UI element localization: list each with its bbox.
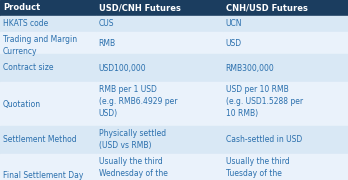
Text: USD/CNH Futures: USD/CNH Futures [99,3,181,12]
Text: Final Settlement Day: Final Settlement Day [3,170,84,179]
Bar [96,154,223,180]
Bar [0,54,96,82]
Bar [0,32,96,54]
Bar [223,32,348,54]
Bar [96,126,223,154]
Bar [0,16,96,32]
Text: USD: USD [226,39,242,48]
Bar [96,32,223,54]
Bar [223,54,348,82]
Text: HKATS code: HKATS code [3,19,48,28]
Text: RMB: RMB [99,39,116,48]
Bar [223,0,348,16]
Text: Contract size: Contract size [3,64,54,73]
Text: RMB per 1 USD
(e.g. RMB6.4929 per
USD): RMB per 1 USD (e.g. RMB6.4929 per USD) [99,85,177,118]
Text: Trading and Margin
Currency: Trading and Margin Currency [3,35,77,56]
Bar [96,16,223,32]
Bar [0,0,96,16]
Bar [96,0,223,16]
Text: UCN: UCN [226,19,242,28]
Text: Product: Product [3,3,40,12]
Text: Physically settled
(USD vs RMB): Physically settled (USD vs RMB) [99,129,166,150]
Text: Usually the third
Wednesday of the
contract month: Usually the third Wednesday of the contr… [99,157,168,180]
Text: RMB300,000: RMB300,000 [226,64,275,73]
Bar [96,82,223,126]
Bar [223,16,348,32]
Bar [0,154,96,180]
Text: Quotation: Quotation [3,100,41,109]
Bar [0,126,96,154]
Text: USD100,000: USD100,000 [99,64,146,73]
Text: CUS: CUS [99,19,114,28]
Bar [96,54,223,82]
Bar [0,82,96,126]
Text: Cash-settled in USD: Cash-settled in USD [226,136,302,145]
Text: Settlement Method: Settlement Method [3,136,77,145]
Bar [223,82,348,126]
Text: Usually the third
Tuesday of the
contract month: Usually the third Tuesday of the contrac… [226,157,290,180]
Text: USD per 10 RMB
(e.g. USD1.5288 per
10 RMB): USD per 10 RMB (e.g. USD1.5288 per 10 RM… [226,85,303,118]
Text: CNH/USD Futures: CNH/USD Futures [226,3,308,12]
Bar [223,126,348,154]
Bar [223,154,348,180]
